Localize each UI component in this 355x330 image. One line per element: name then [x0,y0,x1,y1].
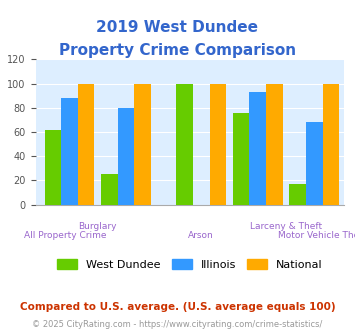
Bar [209,83,226,205]
Bar [233,113,250,205]
Text: All Property Crime: All Property Crime [24,231,107,240]
Text: Burglary: Burglary [78,221,117,231]
Bar [78,83,94,205]
Bar [289,184,306,205]
Bar [322,83,339,205]
Bar [101,174,118,205]
Text: Compared to U.S. average. (U.S. average equals 100): Compared to U.S. average. (U.S. average … [20,302,335,312]
Bar [134,83,151,205]
Text: Larceny & Theft: Larceny & Theft [250,221,322,231]
Text: Arson: Arson [189,231,214,240]
Bar [118,108,134,205]
Bar [266,83,283,205]
Bar [306,122,322,205]
Bar [176,83,193,205]
Bar [250,92,266,205]
Text: Motor Vehicle Theft: Motor Vehicle Theft [278,231,355,240]
Bar [44,130,61,205]
Text: © 2025 CityRating.com - https://www.cityrating.com/crime-statistics/: © 2025 CityRating.com - https://www.city… [32,320,323,329]
Text: 2019 West Dundee: 2019 West Dundee [97,20,258,35]
Text: Property Crime Comparison: Property Crime Comparison [59,43,296,58]
Bar [61,98,78,205]
Legend: West Dundee, Illinois, National: West Dundee, Illinois, National [53,255,327,275]
